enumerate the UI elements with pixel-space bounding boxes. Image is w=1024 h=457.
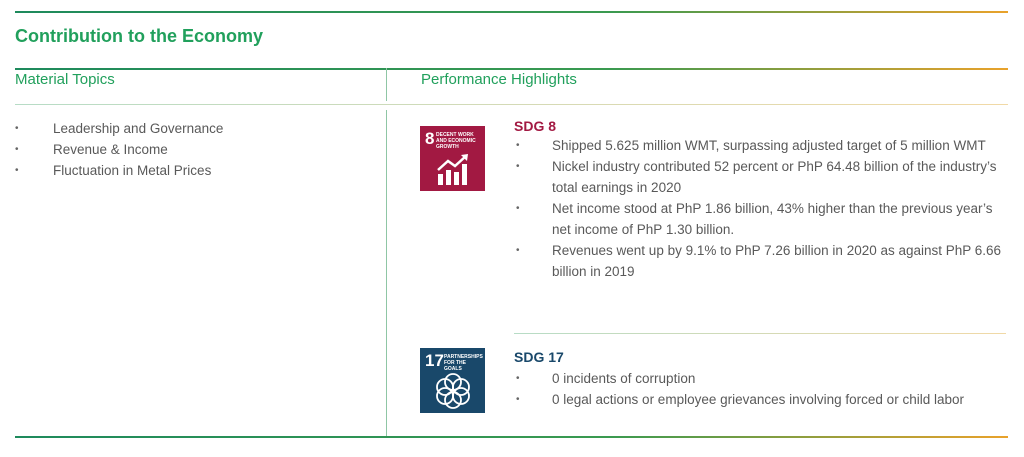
- divider: [386, 68, 387, 101]
- column-header: Performance Highlights: [421, 71, 577, 88]
- rings-icon: [436, 373, 470, 409]
- header-rule: [15, 68, 1008, 70]
- sdg-title: SDG 8: [514, 118, 557, 134]
- sdg-icon: 8 DECENT WORK AND ECONOMIC GROWTH: [420, 126, 485, 191]
- bullet-item: 0 incidents of corruption: [514, 368, 1002, 389]
- bullet-item: Shipped 5.625 million WMT, surpassing ad…: [514, 135, 1002, 156]
- growth-icon: [437, 154, 468, 185]
- sdg-number: 8: [425, 129, 435, 148]
- sdg-rule: [514, 333, 1006, 334]
- bullet-item: Leadership and Governance: [15, 118, 223, 139]
- bullet-item: Revenues went up by 9.1% to PhP 7.26 bil…: [514, 240, 1002, 282]
- sdg-list: 0 incidents of corruption0 legal actions…: [514, 368, 1002, 410]
- sub-rule: [15, 104, 1008, 105]
- column-header: Material Topics: [15, 71, 115, 88]
- bullet-item: Net income stood at PhP 1.86 billion, 43…: [514, 198, 1002, 240]
- bullet-item: Fluctuation in Metal Prices: [15, 160, 223, 181]
- sdg-icon: 17 PARTNERSHIPS FOR THE GOALS: [420, 348, 485, 413]
- bottom-rule: [15, 436, 1008, 438]
- sdg-list: Shipped 5.625 million WMT, surpassing ad…: [514, 135, 1002, 282]
- bullet-item: Nickel industry contributed 52 percent o…: [514, 156, 1002, 198]
- sdg-title: SDG 17: [514, 349, 564, 365]
- divider: [386, 110, 387, 437]
- sdg-icon-text: PARTNERSHIPS FOR THE GOALS: [444, 354, 483, 372]
- sdg-icon-text: DECENT WORK AND ECONOMIC GROWTH: [436, 132, 476, 150]
- bullet-item: Revenue & Income: [15, 139, 223, 160]
- sdg-number: 17: [425, 351, 444, 370]
- bullet-item: 0 legal actions or employee grievances i…: [514, 389, 1002, 410]
- topic-list: Leadership and GovernanceRevenue & Incom…: [15, 118, 223, 181]
- top-rule: [15, 11, 1008, 13]
- title: Contribution to the Economy: [15, 26, 263, 46]
